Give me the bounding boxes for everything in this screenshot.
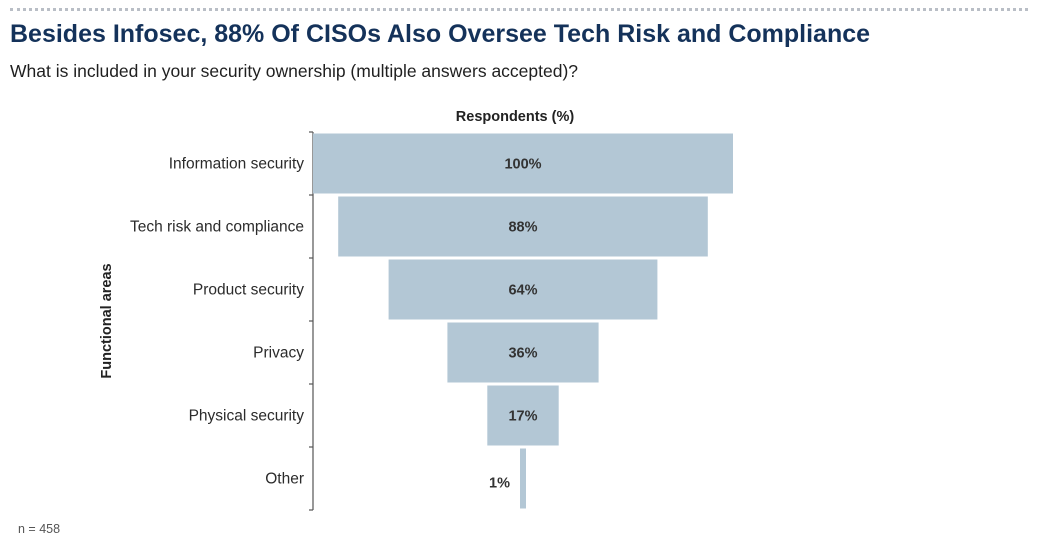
category-label: Tech risk and compliance [130,219,304,236]
y-axis-title: Functional areas [99,263,115,378]
bar [520,448,526,509]
x-axis-title: Respondents (%) [456,109,575,125]
bar [388,259,658,320]
category-label: Other [265,471,304,488]
value-label: 64% [508,283,537,299]
bar [313,133,733,194]
category-label: Product security [193,282,304,299]
value-label: 1% [489,476,510,492]
bar [338,196,708,257]
bars-group: 100% 88% 64% 36% 17% 1% [313,133,733,509]
category-label: Physical security [189,408,305,425]
category-label: Privacy [253,345,304,362]
value-label: 36% [508,346,537,362]
top-dotted-rule [10,8,1028,11]
bar [447,322,599,383]
value-label: 17% [508,409,537,425]
value-label: 100% [504,157,541,173]
sample-size-footnote: n = 458 [18,522,61,536]
category-label: Information security [169,156,304,173]
y-axis: Information security Tech risk and compli… [130,131,314,511]
value-label: 88% [508,220,537,236]
chart-title: Besides Infosec, 88% Of CISOs Also Overs… [10,20,871,48]
chart-subtitle: What is included in your security owners… [10,61,579,81]
bar [487,385,559,446]
